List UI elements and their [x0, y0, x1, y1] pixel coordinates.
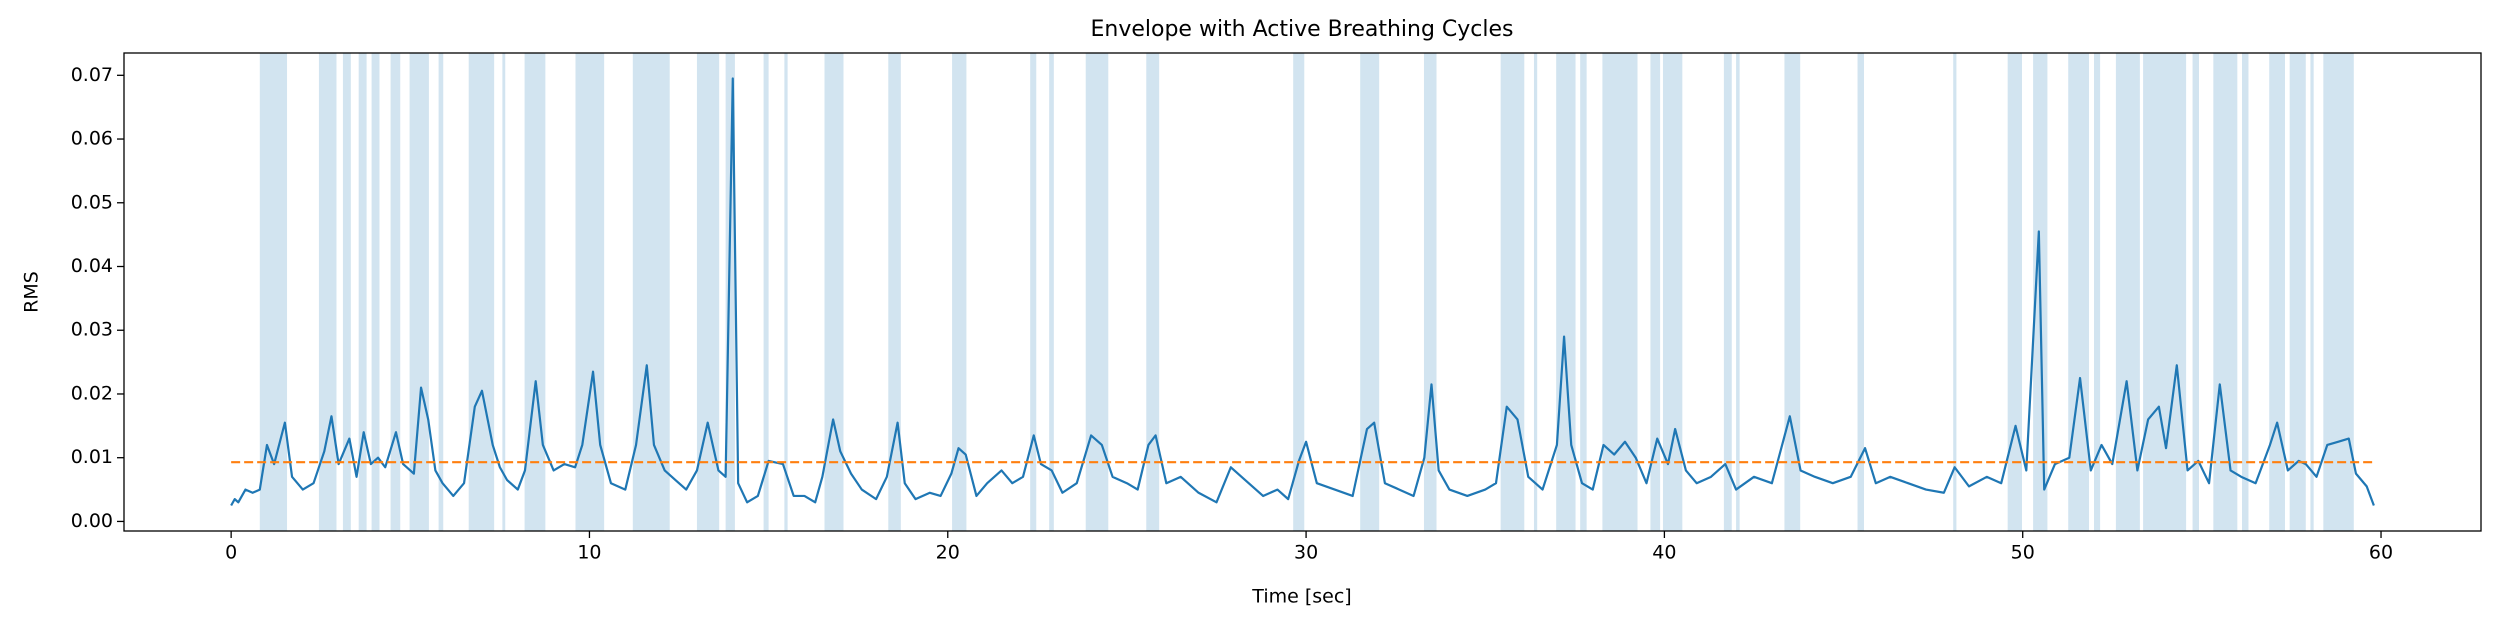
active-span	[2269, 53, 2286, 531]
active-span	[2007, 53, 2022, 531]
x-tick-label: 30	[1294, 542, 1318, 564]
active-span	[1533, 53, 1538, 531]
x-tick-label: 50	[2011, 542, 2035, 564]
active-span	[1662, 53, 1683, 531]
active-span	[2242, 53, 2249, 531]
chart-title: Envelope with Active Breathing Cycles	[1090, 17, 1513, 42]
y-tick-label: 0.02	[71, 382, 113, 404]
active-span	[888, 53, 901, 531]
active-span	[390, 53, 401, 531]
active-span	[438, 53, 444, 531]
active-span	[1146, 53, 1160, 531]
active-span	[1030, 53, 1037, 531]
active-span	[342, 53, 351, 531]
active-span	[2310, 53, 2314, 531]
active-span	[524, 53, 546, 531]
active-span	[2068, 53, 2090, 531]
x-tick-label: 40	[1652, 542, 1676, 564]
active-span	[468, 53, 495, 531]
active-span	[358, 53, 367, 531]
active-span	[371, 53, 380, 531]
active-span	[259, 53, 288, 531]
active-span	[318, 53, 337, 531]
y-tick-label: 0.07	[71, 64, 113, 86]
active-span	[1500, 53, 1525, 531]
y-axis-label: RMS	[21, 271, 43, 313]
x-tick-label: 0	[225, 542, 237, 564]
y-tick-label: 0.03	[71, 319, 113, 341]
active-span	[2323, 53, 2354, 531]
active-span	[632, 53, 670, 531]
x-tick-label: 60	[2369, 542, 2393, 564]
active-span	[725, 53, 735, 531]
active-span	[502, 53, 506, 531]
active-span	[1360, 53, 1380, 531]
active-span	[2192, 53, 2200, 531]
plot-frame	[123, 52, 2482, 532]
active-span	[1293, 53, 1305, 531]
y-tick-label: 0.06	[71, 128, 113, 150]
y-tick-label: 0.01	[71, 446, 113, 468]
active-span	[2094, 53, 2101, 531]
active-span	[1556, 53, 1576, 531]
active-span	[1602, 53, 1638, 531]
y-tick-label: 0.04	[71, 255, 113, 277]
active-span	[1723, 53, 1732, 531]
active-span	[763, 53, 769, 531]
active-span	[824, 53, 844, 531]
active-span	[1049, 53, 1054, 531]
active-span	[1953, 53, 1957, 531]
active-span	[696, 53, 720, 531]
active-span	[1085, 53, 1109, 531]
active-span	[1857, 53, 1864, 531]
active-span	[575, 53, 605, 531]
y-tick-label: 0.05	[71, 191, 113, 213]
x-tick-label: 10	[577, 542, 601, 564]
active-span	[409, 53, 429, 531]
active-span	[1423, 53, 1437, 531]
active-span	[784, 53, 788, 531]
x-axis-label: Time [sec]	[1251, 586, 1351, 608]
active-span	[952, 53, 967, 531]
active-span	[1736, 53, 1740, 531]
envelope-line	[230, 77, 2375, 507]
active-span	[2143, 53, 2187, 531]
active-span	[1650, 53, 1661, 531]
active-span	[2213, 53, 2238, 531]
x-tick-label: 20	[936, 542, 960, 564]
active-span	[2289, 53, 2306, 531]
active-span	[1784, 53, 1801, 531]
active-span	[1580, 53, 1587, 531]
y-tick-label: 0.00	[71, 510, 113, 532]
